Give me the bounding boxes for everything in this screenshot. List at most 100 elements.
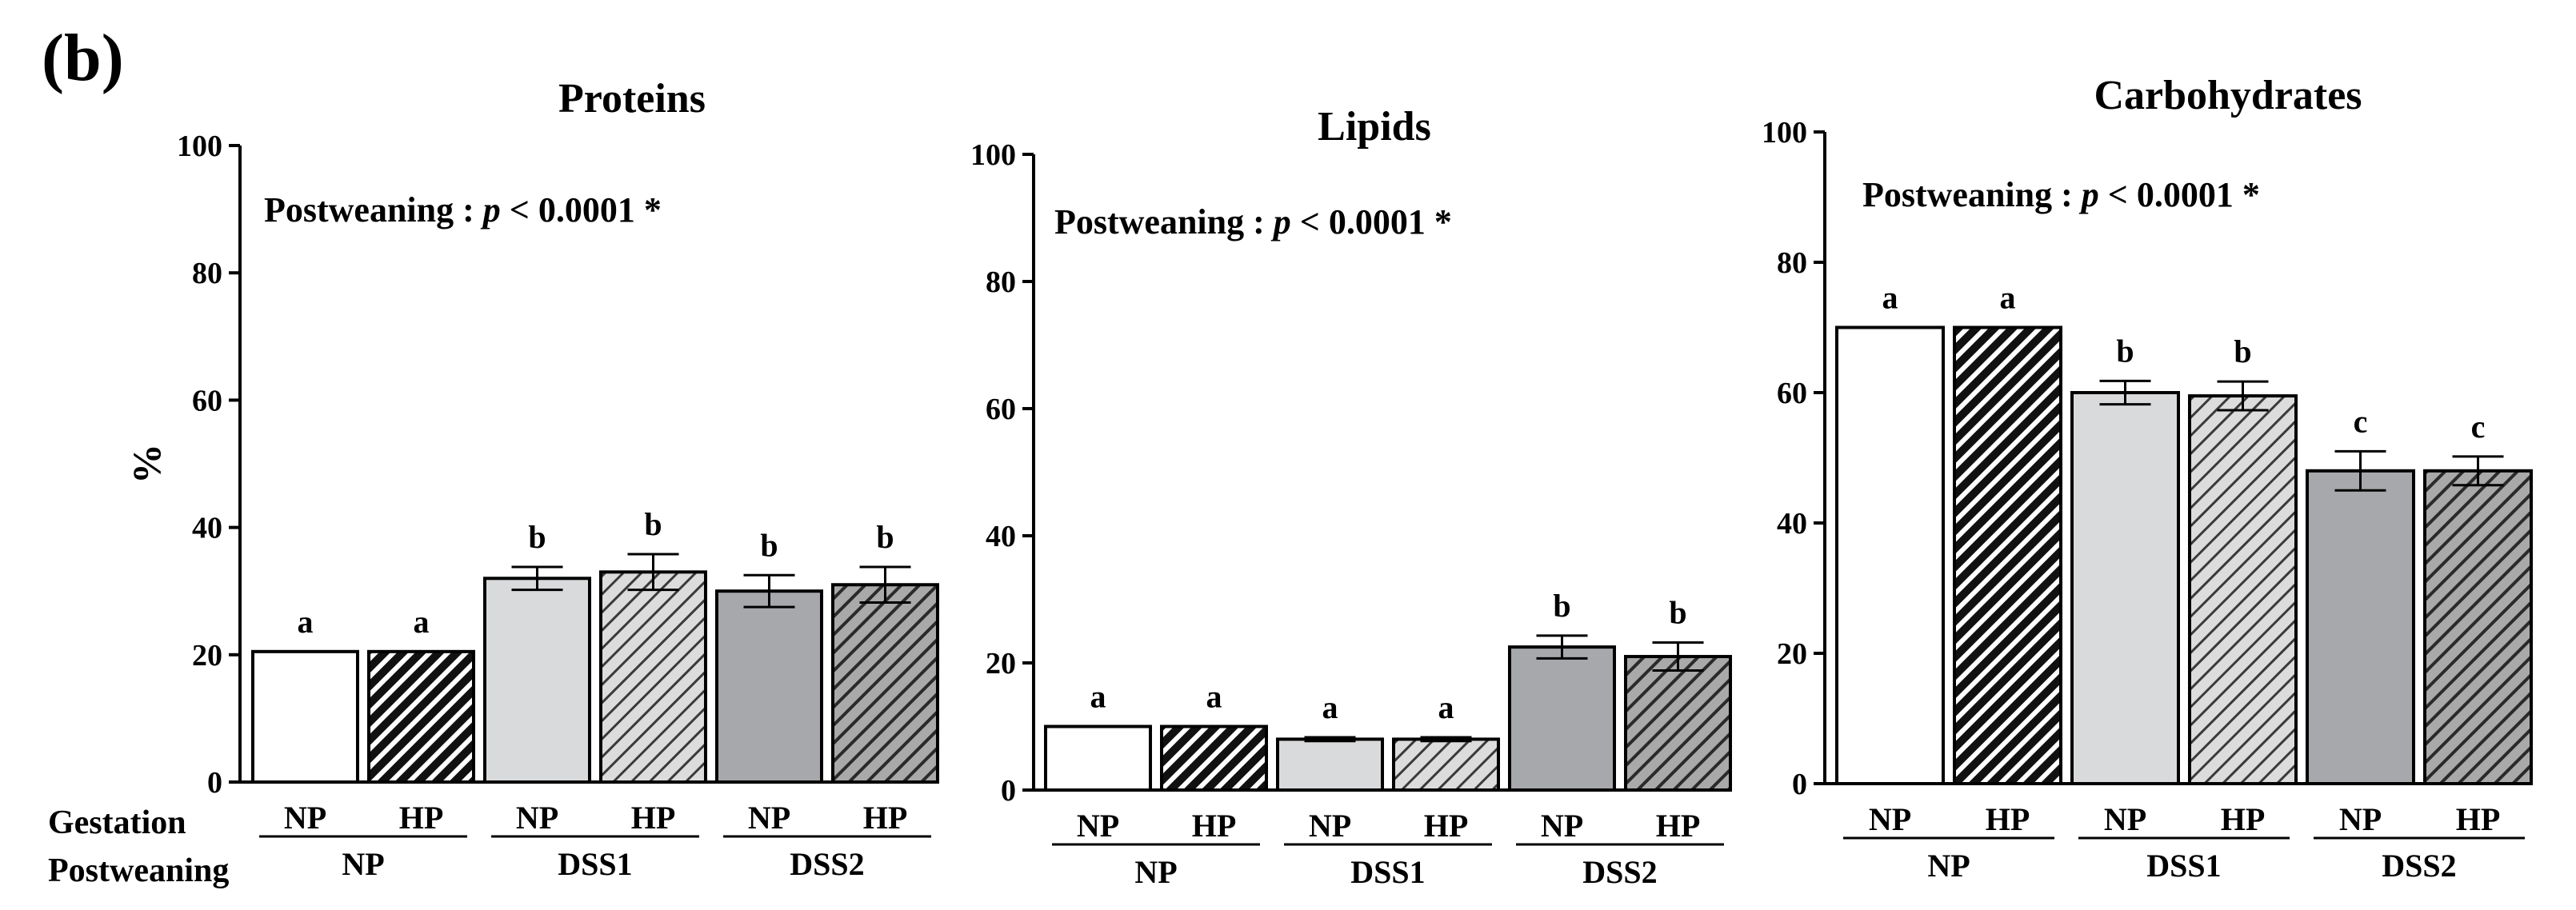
chart-carbohydrates: Carbohydrates 0 20 40 60 80 100 Postweaning : p… (1762, 73, 2533, 884)
x-tick-gestation: NP (1309, 808, 1351, 844)
chart-title: Lipids (1318, 104, 1431, 150)
significance-letter: a (1882, 280, 1898, 316)
significance-letter: a (298, 604, 314, 640)
significance-letter: b (760, 527, 778, 563)
panel-label: (b) (42, 21, 124, 95)
y-tick-label: 40 (986, 520, 1016, 553)
significance-letter: b (644, 506, 662, 542)
bar (2423, 469, 2533, 785)
y-tick-label: 60 (192, 384, 222, 417)
bar (1392, 737, 1500, 792)
x-tick-gestation: NP (1541, 808, 1583, 844)
p-symbol: p (480, 190, 510, 229)
y-tick-label: 40 (1777, 507, 1807, 541)
significance-letter: b (1553, 588, 1570, 624)
bar (367, 649, 475, 784)
bar (483, 577, 591, 784)
bar (1160, 724, 1268, 792)
x-group-postweaning: DSS2 (790, 846, 864, 882)
x-tick-gestation: NP (2339, 801, 2382, 837)
p-value: < 0.0001 * (1300, 202, 1452, 241)
p-value-annotation: Postweaning : p < 0.0001 * (1054, 202, 1452, 241)
y-tick-label: 20 (192, 639, 222, 673)
bar (1835, 325, 1945, 785)
x-group-postweaning: NP (1927, 848, 1970, 884)
x-group-postweaning: DSS1 (1350, 854, 1425, 890)
y-tick-label: 100 (177, 130, 222, 163)
bar (2306, 469, 2415, 785)
x-tick-gestation: HP (631, 800, 676, 836)
bar (1624, 655, 1732, 792)
chart-lipids: Lipids 0 20 40 60 80 100 Postweaning : p < 0.00… (970, 104, 1732, 890)
y-tick-label: 80 (192, 257, 222, 290)
y-tick-label: 0 (1001, 774, 1016, 808)
y-axis-label: % (124, 444, 169, 484)
x-group-postweaning: DSS2 (2382, 848, 2456, 884)
y-tick-label: 60 (986, 393, 1016, 426)
x-group-postweaning: NP (342, 846, 384, 882)
y-tick-label: 20 (986, 647, 1016, 681)
significance-letter: b (528, 519, 546, 555)
significance-letter: c (2354, 403, 2368, 439)
significance-letter: a (1206, 679, 1222, 715)
bar (1044, 724, 1152, 792)
p-value-prefix: Postweaning : (1862, 175, 2082, 214)
y-tick-label: 0 (1792, 768, 1807, 801)
row-label-gestation: Gestation (48, 804, 186, 841)
x-tick-gestation: HP (2456, 801, 2501, 837)
p-value-annotation: Postweaning : p < 0.0001 * (1862, 175, 2260, 214)
x-tick-gestation: NP (284, 800, 326, 836)
x-tick-gestation: HP (399, 800, 444, 836)
significance-letter: b (2116, 333, 2134, 369)
significance-letter: a (414, 604, 430, 640)
bar (2070, 391, 2180, 785)
x-tick-gestation: NP (1869, 801, 1911, 837)
chart-proteins: Proteins 0 20 40 60 80 100% Postweaning : p < 0… (124, 76, 939, 882)
x-group-postweaning: DSS1 (558, 846, 632, 882)
x-tick-gestation: HP (1424, 808, 1469, 844)
y-tick-label: 40 (192, 512, 222, 545)
bar (1276, 737, 1384, 792)
x-group-postweaning: NP (1134, 854, 1177, 890)
significance-letter: a (2000, 280, 2016, 316)
p-value-annotation: Postweaning : p < 0.0001 * (264, 190, 662, 229)
y-tick-label: 80 (1777, 246, 1807, 280)
significance-letter: b (876, 519, 894, 555)
bar (251, 649, 359, 784)
p-symbol: p (2078, 175, 2108, 214)
y-tick-label: 100 (970, 138, 1016, 172)
significance-letter: a (1438, 689, 1454, 725)
chart-title: Carbohydrates (2094, 73, 2362, 118)
x-tick-gestation: NP (2104, 801, 2146, 837)
x-tick-gestation: HP (863, 800, 908, 836)
x-tick-gestation: HP (2221, 801, 2266, 837)
x-tick-gestation: HP (1986, 801, 2030, 837)
y-tick-label: 20 (1777, 637, 1807, 671)
chart-title: Proteins (558, 76, 706, 122)
bar (1953, 325, 2062, 785)
bar (831, 583, 939, 784)
x-tick-gestation: HP (1656, 808, 1701, 844)
significance-letter: c (2471, 409, 2486, 445)
y-tick-label: 80 (986, 265, 1016, 299)
x-tick-gestation: NP (1077, 808, 1119, 844)
bar (2188, 394, 2298, 785)
p-value: < 0.0001 * (2108, 175, 2260, 214)
x-tick-gestation: HP (1192, 808, 1237, 844)
y-tick-label: 100 (1762, 116, 1807, 150)
row-label-postweaning: Postweaning (48, 852, 229, 889)
significance-letter: a (1322, 689, 1338, 725)
p-value-prefix: Postweaning : (1054, 202, 1274, 241)
y-tick-label: 60 (1777, 377, 1807, 410)
p-symbol: p (1270, 202, 1300, 241)
p-value: < 0.0001 * (510, 190, 662, 229)
significance-letter: a (1090, 679, 1106, 715)
p-value-prefix: Postweaning : (264, 190, 483, 229)
significance-letter: b (1669, 595, 1686, 631)
x-tick-gestation: NP (516, 800, 558, 836)
bar (599, 570, 707, 784)
bar (715, 589, 823, 784)
x-group-postweaning: DSS1 (2146, 848, 2221, 884)
x-group-postweaning: DSS2 (1582, 854, 1657, 890)
